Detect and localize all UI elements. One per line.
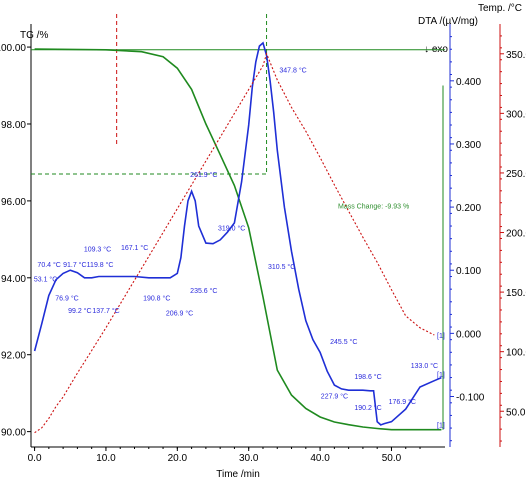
end-marker: [1] — [437, 423, 445, 430]
dta-tick-label: 0.200 — [456, 203, 481, 214]
peak-annotation: 109.3 °C — [84, 245, 111, 253]
dta-tick-label: 0.400 — [456, 77, 481, 88]
tg-axis-title: TG /% — [20, 30, 48, 41]
peak-annotation: 167.1 °C — [121, 244, 148, 252]
temp-tick-label: 100.0 — [506, 348, 526, 359]
peak-annotation: 235.6 °C — [190, 287, 217, 295]
dta-tick-label: 0.100 — [456, 266, 481, 277]
peak-annotation: 76.9 °C — [55, 295, 78, 303]
x-tick-label: 0.0 — [28, 453, 42, 464]
peak-annotation: 137.7 °C — [92, 307, 119, 315]
peak-annotation: 190.2 °C — [354, 404, 381, 412]
dta-tick-label: 0.000 — [456, 329, 481, 340]
x-tick-label: 10.0 — [96, 453, 116, 464]
tg-tick-label: 96.00 — [1, 197, 26, 208]
tg-tick-label: 98.00 — [1, 120, 26, 131]
tg-tick-label: 100.00 — [0, 43, 26, 54]
peak-annotation: 119.8 °C — [87, 261, 114, 269]
peak-annotation: 261.9 °C — [190, 171, 217, 179]
end-marker: [1] — [437, 333, 445, 340]
dta-tick-label: -0.100 — [456, 392, 485, 403]
peak-annotation: 198.6 °C — [354, 373, 381, 381]
series-dta-line — [33, 41, 442, 426]
x-tick-label: 40.0 — [310, 453, 330, 464]
temp-axis-title: Temp. /°C — [478, 3, 522, 14]
tg-tick-label: 94.00 — [1, 274, 26, 285]
tg-tick-label: 92.00 — [1, 351, 26, 362]
temp-tick-label: 200.0 — [506, 229, 526, 240]
dta-tick-label: 0.300 — [456, 140, 481, 151]
peak-annotation: 91.7 °C — [63, 261, 86, 269]
peak-annotation: 310.5 °C — [268, 263, 295, 271]
x-tick-label: 30.0 — [239, 453, 259, 464]
peak-annotation: 347.8 °C — [279, 67, 306, 75]
dta-axis-title: DTA /(µV/mg) — [418, 16, 478, 27]
peak-annotation: 206.9 °C — [166, 310, 193, 318]
peak-annotation: 190.8 °C — [143, 295, 170, 303]
series-tg-line — [34, 48, 442, 431]
temp-tick-label: 300.0 — [506, 109, 526, 120]
temp-tick-label: 150.0 — [506, 288, 526, 299]
peak-annotation: 319.0 °C — [218, 224, 245, 232]
peak-annotation: 70.4 °C — [37, 261, 60, 269]
peak-annotation: 53.1 °C — [34, 276, 57, 284]
temp-tick-label: 250.0 — [506, 169, 526, 180]
tg-tick-label: 90.00 — [1, 428, 26, 439]
peak-annotation: 227.9 °C — [321, 392, 348, 400]
temp-tick-label: 50.0 — [506, 407, 526, 418]
temp-tick-label: 350.0 — [506, 50, 526, 61]
peak-annotation: 176.9 °C — [389, 398, 416, 406]
x-tick-label: 20.0 — [168, 453, 188, 464]
end-marker: [1] — [437, 372, 445, 379]
x-axis-title: Time /min — [216, 469, 260, 480]
peak-annotation: 99.2 °C — [68, 307, 91, 315]
series-temp-line — [34, 52, 435, 434]
peak-annotation: 245.5 °C — [330, 338, 357, 346]
x-tick-label: 50.0 — [382, 453, 402, 464]
mass-change-label: Mass Change: -9.93 % — [338, 204, 409, 211]
peak-annotation: 133.0 °C — [411, 362, 438, 370]
